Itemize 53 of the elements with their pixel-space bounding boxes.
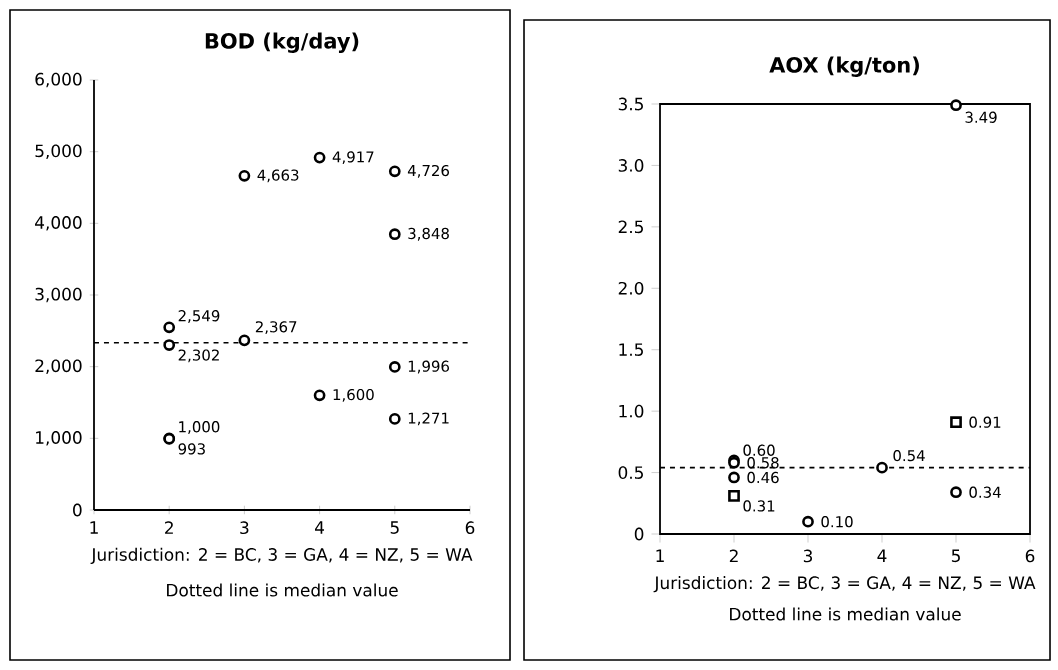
y-tick-label: 3.0 [618,159,644,172]
x-tick-label: 3 [240,521,249,535]
y-tick-label: 3.5 [618,97,643,111]
y-tick-label: 5,000 [35,144,82,159]
data-label: 2,302 [178,349,219,363]
y-tick-label: 2.5 [618,220,643,234]
data-label: 0.10 [821,516,853,528]
x-axis-title: Jurisdiction: 2 = BC, 3 = GA, 4 = NZ, 5 = WA [90,547,473,565]
y-tick-label: 0.5 [618,466,643,479]
text: Dotted line is median value [167,583,398,597]
y-tick-label: 4,000 [35,216,82,231]
x-tick-label: 1 [656,549,664,562]
x-tick-label: 6 [465,521,475,535]
data-label: 3.49 [965,111,997,123]
x-tick-label: 1 [90,521,98,534]
data-label: 0.91 [969,416,1001,428]
data-label: 1,271 [408,412,449,426]
y-tick-label: 0 [634,527,644,541]
x-tick-label: 4 [315,521,325,534]
y-tick-label: 3,000 [35,287,82,303]
x-tick-label: 4 [877,549,887,562]
data-label: 0.54 [893,449,925,462]
y-tick-label: 0 [73,503,82,517]
data-label: 3,848 [408,227,449,241]
chart-title: AOX (kg/ton) [769,56,919,77]
data-label: 2,549 [178,310,220,323]
x-tick-label: 6 [1025,549,1035,563]
data-label: 1,600 [333,388,374,402]
data-label: 1,996 [408,360,450,374]
chart-title: BOD (kg/day) [205,32,359,53]
x-tick-label: 2 [729,549,738,563]
x-tick-label: 5 [951,549,960,563]
y-tick-label: 6,000 [35,72,82,88]
data-label: 1,000 [179,421,220,434]
text: Dotted line is median value [730,607,961,621]
data-label: 993 [178,443,205,455]
y-tick-label: 1,000 [36,431,82,446]
data-label: 2,367 [255,321,297,334]
x-tick-label: 2 [165,521,173,534]
data-label: 4,917 [332,151,374,165]
x-tick-label: 5 [390,521,399,534]
y-tick-label: 1.0 [619,404,644,418]
data-label: 4,663 [257,169,299,183]
data-label: 0.60 [743,444,775,456]
data-label: 4,726 [407,164,450,178]
y-tick-label: 1.5 [619,343,643,357]
data-label: 0.31 [743,500,775,512]
data-label: 0.34 [969,486,1001,498]
y-tick-label: 2,000 [35,359,82,374]
x-axis-title: Jurisdiction: 2 = BC, 3 = GA, 4 = NZ, 5 = WA [653,576,1036,593]
x-tick-label: 3 [803,549,813,563]
y-tick-label: 2.0 [618,281,644,295]
data-label: 0.46 [747,471,779,484]
